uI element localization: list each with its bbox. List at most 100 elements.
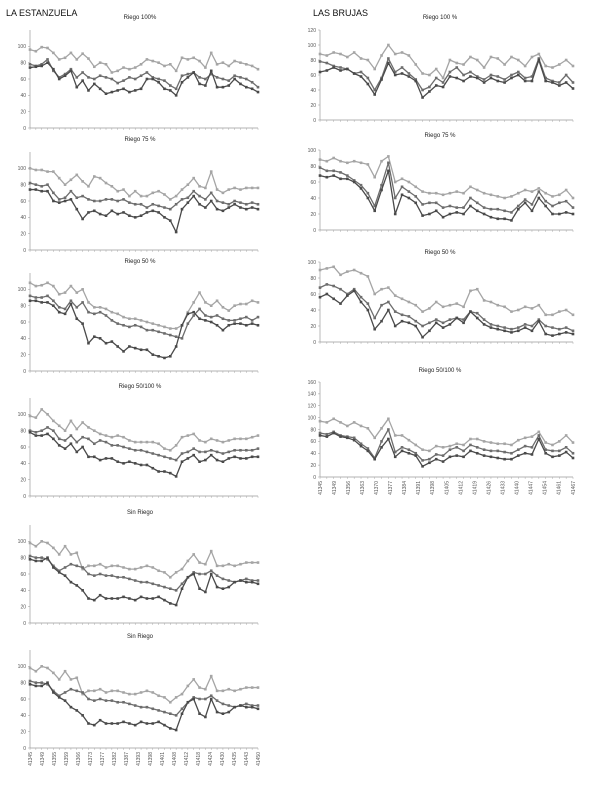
data-point [63, 74, 67, 78]
data-point [489, 207, 493, 211]
data-point [428, 307, 431, 310]
y-tick-label: 20 [310, 103, 316, 109]
data-point [128, 567, 131, 571]
data-point [157, 442, 160, 446]
data-point [163, 332, 166, 335]
data-point [227, 450, 231, 454]
data-point [455, 211, 459, 214]
data-point [192, 678, 195, 681]
y-tick-label: 80 [20, 428, 26, 434]
data-point [34, 168, 38, 172]
data-point [110, 310, 114, 314]
data-point [46, 558, 49, 561]
data-point [346, 67, 349, 71]
data-point [93, 199, 96, 203]
data-point [530, 435, 534, 438]
data-point [46, 541, 49, 545]
data-point [380, 159, 383, 163]
data-point [128, 597, 131, 600]
data-point [52, 299, 55, 303]
data-point [558, 193, 561, 197]
data-point [204, 440, 207, 444]
data-point [428, 85, 431, 89]
data-point [221, 460, 225, 463]
data-point [366, 308, 370, 312]
data-point [380, 440, 383, 443]
y-tick-label: 100 [18, 166, 27, 172]
x-tick-label: 41356 [346, 481, 352, 495]
data-point [69, 189, 73, 193]
data-point [250, 455, 254, 459]
data-point [98, 176, 102, 180]
data-point [174, 230, 178, 234]
data-point [489, 215, 493, 219]
data-point [122, 700, 125, 704]
data-point [93, 209, 96, 213]
data-point [75, 76, 79, 79]
data-point [215, 85, 219, 89]
data-point [482, 323, 486, 326]
data-point [122, 79, 125, 82]
data-point [87, 697, 90, 701]
data-point [40, 434, 43, 437]
data-point [209, 69, 213, 73]
data-point [551, 195, 554, 198]
y-tick-label: 60 [20, 697, 26, 703]
data-point [186, 72, 190, 76]
x-tick-label: 41382 [112, 752, 118, 766]
data-point [63, 196, 67, 200]
data-point [215, 699, 219, 702]
data-point [352, 180, 356, 184]
data-point [250, 87, 254, 91]
data-point [462, 455, 465, 459]
data-point [245, 202, 248, 206]
y-tick-label: 80 [310, 58, 316, 64]
data-point [34, 65, 38, 69]
data-point [69, 562, 73, 566]
data-point [209, 51, 213, 55]
y-tick-label: 120 [308, 404, 317, 410]
data-point [116, 434, 119, 437]
data-point [517, 207, 520, 211]
data-point [387, 169, 390, 173]
data-point [198, 686, 201, 689]
data-point [204, 687, 207, 691]
data-point [245, 315, 248, 319]
data-point [318, 60, 322, 63]
data-point [133, 723, 137, 727]
data-point [145, 211, 149, 214]
data-point [496, 442, 500, 446]
data-point [380, 427, 383, 430]
x-tick-label: 41426 [486, 481, 492, 495]
data-point [373, 67, 376, 71]
data-point [564, 188, 568, 192]
data-point [133, 77, 137, 81]
data-point [198, 291, 201, 294]
x-tick-label: 41393 [136, 752, 142, 766]
data-point [346, 55, 349, 59]
data-point [558, 332, 561, 336]
data-point [571, 441, 575, 444]
series-line-2 [29, 58, 259, 90]
data-point [28, 429, 32, 432]
data-point [227, 323, 231, 327]
data-point [145, 348, 149, 352]
data-point [250, 201, 254, 204]
data-point [215, 574, 219, 577]
data-point [28, 181, 32, 185]
data-point [139, 448, 143, 452]
data-point [133, 448, 137, 452]
data-point [180, 692, 184, 696]
data-point [462, 191, 465, 195]
data-point [93, 564, 96, 568]
data-point [63, 574, 67, 577]
data-point [52, 69, 55, 73]
data-point [346, 174, 349, 177]
data-point [387, 57, 390, 60]
data-point [93, 442, 96, 446]
data-point [174, 571, 178, 574]
y-tick-label: 60 [310, 73, 316, 79]
data-point [489, 326, 493, 329]
data-point [151, 440, 155, 444]
data-point [400, 177, 404, 181]
